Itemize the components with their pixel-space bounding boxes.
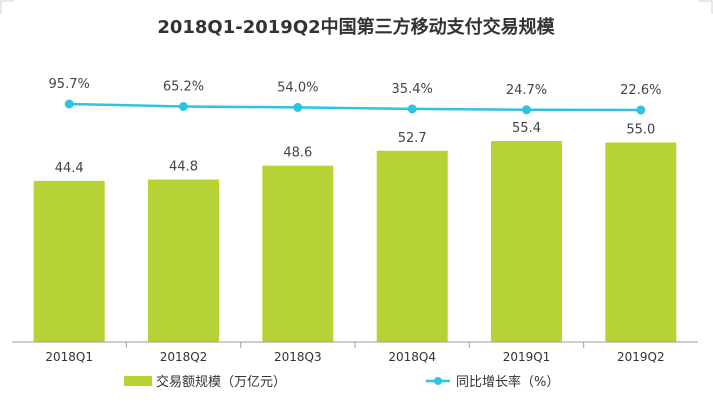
growth-line-layer	[64, 99, 646, 115]
bar-value-label: 55.4	[512, 121, 541, 136]
growth-rate-label: 65.2%	[163, 80, 204, 95]
frame-corner-top-left	[0, 0, 14, 14]
growth-labels-layer: 95.7% 65.2% 54.0% 35.4% 24.7% 22.6%	[49, 77, 662, 98]
x-tick-label: 2019Q2	[617, 350, 665, 364]
frame-corner-top-right	[699, 0, 713, 14]
growth-rate-point	[64, 99, 74, 109]
bar-2018Q4	[376, 150, 448, 342]
chart-title: 2018Q1-2019Q2中国第三方移动支付交易规模	[157, 16, 555, 38]
legend-label-line: 同比增长率（%）	[456, 374, 559, 390]
bar-value-label: 55.0	[626, 123, 655, 138]
growth-rate-point	[407, 104, 417, 114]
growth-rate-label: 22.6%	[620, 83, 661, 98]
growth-rate-point	[636, 105, 646, 115]
bar-value-label: 48.6	[283, 146, 312, 161]
growth-rate-label: 24.7%	[506, 83, 547, 98]
growth-rate-point	[179, 102, 188, 111]
bar-value-label: 52.7	[398, 131, 427, 146]
bar-value-label: 44.8	[169, 160, 198, 175]
x-axis-ticks: 2018Q1 2018Q2 2018Q3 2018Q4 2019Q1 2019Q2	[45, 342, 665, 364]
x-tick-label: 2018Q3	[274, 350, 322, 364]
bar-2018Q1	[33, 180, 105, 342]
bar-2018Q3	[262, 165, 334, 342]
bar-2019Q1	[491, 141, 562, 342]
x-tick-label: 2018Q1	[45, 350, 93, 364]
bar-2018Q2	[148, 179, 219, 342]
growth-rate-label: 35.4%	[392, 82, 433, 97]
bar-value-label: 44.4	[55, 161, 84, 176]
growth-rate-label: 54.0%	[277, 80, 318, 95]
legend-swatch-bar	[124, 376, 152, 386]
legend-label-bar: 交易额规模（万亿元）	[156, 374, 286, 390]
legend: 交易额规模（万亿元） 同比增长率（%）	[124, 374, 559, 390]
growth-rate-label: 95.7%	[49, 77, 90, 92]
bar-labels-layer: 44.4 44.8 48.6 52.7 55.4 55.0	[55, 121, 656, 176]
x-tick-label: 2019Q1	[503, 350, 551, 364]
bar-2019Q2	[605, 142, 677, 342]
growth-rate-point	[522, 105, 531, 115]
growth-rate-point	[293, 102, 303, 112]
bars-layer	[33, 141, 677, 342]
x-tick-label: 2018Q2	[160, 350, 208, 364]
growth-rate-line	[69, 102, 641, 112]
x-tick-label: 2018Q4	[388, 350, 436, 364]
legend-marker-line	[434, 377, 442, 385]
